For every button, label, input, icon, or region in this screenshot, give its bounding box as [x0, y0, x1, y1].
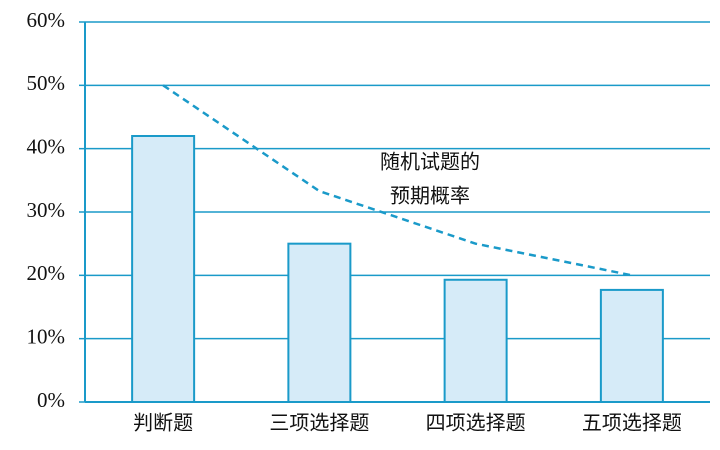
line-label: 随机试题的 — [380, 150, 480, 174]
y-tick-label: 30% — [27, 198, 66, 222]
x-tick-label: 五项选择题 — [582, 411, 682, 435]
bar — [287, 242, 352, 403]
x-tick-label: 判断题 — [133, 411, 193, 435]
y-tick-label: 50% — [27, 71, 66, 95]
y-tick-label: 10% — [27, 324, 66, 348]
y-tick-label: 20% — [27, 261, 66, 285]
y-tick-label: 0% — [37, 388, 65, 412]
bar — [599, 288, 664, 403]
line-label: 预期概率 — [390, 184, 470, 208]
x-tick-label: 四项选择题 — [426, 411, 526, 435]
bar — [443, 278, 508, 403]
bar — [131, 135, 196, 403]
y-tick-label: 40% — [27, 134, 66, 158]
x-tick-label: 三项选择题 — [269, 411, 369, 435]
y-tick-label: 60% — [27, 8, 66, 32]
expected-line — [162, 84, 633, 277]
